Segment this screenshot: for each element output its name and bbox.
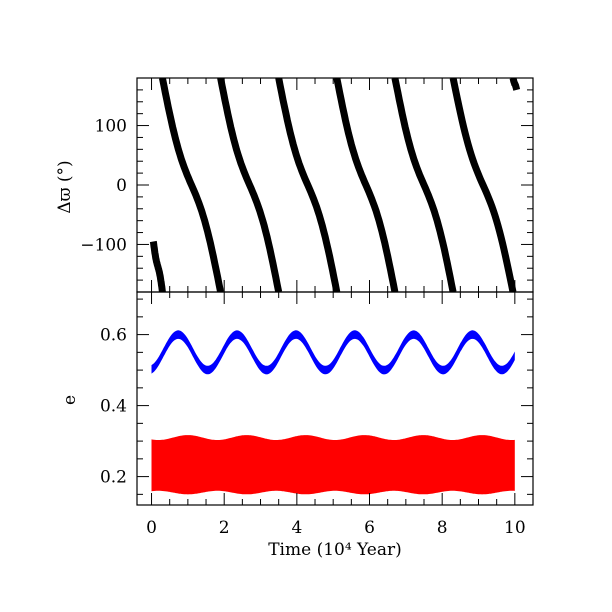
top-panel: −100 0 100 (80, 77, 534, 293)
bottom-x-tick-label: 6 (364, 518, 375, 538)
dw-segment-6 (449, 78, 517, 292)
dw-segment-0 (149, 240, 166, 292)
bottom-y-tick-label: 0.6 (100, 326, 127, 346)
dw-segment-4 (333, 78, 399, 292)
top-y-axis-label: Δϖ (°) (55, 160, 75, 213)
bottom-y-tick-label: 0.2 (100, 468, 127, 488)
bottom-panel: 0.2 0.4 0.6 0 2 4 6 8 10 (100, 291, 534, 538)
blue-eccentricity-band (151, 330, 515, 375)
bottom-x-tick-label: 0 (146, 518, 157, 538)
bottom-x-tick-label: 2 (219, 518, 230, 538)
top-y-tick-label: 100 (95, 117, 127, 137)
bottom-x-tick-label: 4 (291, 518, 302, 538)
dw-segment-3 (275, 78, 341, 292)
top-frame (136, 77, 534, 293)
top-y-tick-label: −100 (80, 235, 127, 255)
bottom-x-tick-label: 10 (504, 518, 526, 538)
bottom-frame (136, 291, 534, 506)
x-axis-label: Time (10⁴ Year) (268, 540, 402, 560)
bottom-y-tick-label: 0.4 (100, 397, 127, 417)
bottom-x-tick-label: 8 (437, 518, 448, 538)
dw-segment-1 (158, 78, 225, 292)
dw-segment-5 (391, 78, 457, 292)
red-eccentricity-band (151, 435, 515, 495)
top-y-tick-label: 0 (116, 176, 127, 196)
bottom-y-axis-label: e (60, 395, 80, 405)
dw-segment-2 (217, 78, 283, 292)
